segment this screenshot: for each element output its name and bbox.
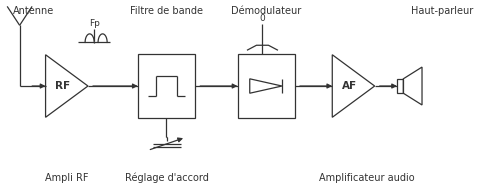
Bar <box>138 54 195 118</box>
Bar <box>397 79 404 93</box>
Text: 0: 0 <box>260 15 266 23</box>
Text: Démodulateur: Démodulateur <box>232 6 302 16</box>
Text: Réglage d'accord: Réglage d'accord <box>125 172 208 183</box>
Bar <box>238 54 295 118</box>
Text: Filtre de bande: Filtre de bande <box>130 6 203 16</box>
Text: Fp: Fp <box>88 19 100 28</box>
Text: AF: AF <box>342 81 357 91</box>
Text: Antenne: Antenne <box>12 6 53 16</box>
Text: RF: RF <box>55 81 70 91</box>
Text: Haut-parleur: Haut-parleur <box>411 6 473 16</box>
Text: Amplificateur audio: Amplificateur audio <box>320 173 415 183</box>
Text: Ampli RF: Ampli RF <box>46 173 89 183</box>
